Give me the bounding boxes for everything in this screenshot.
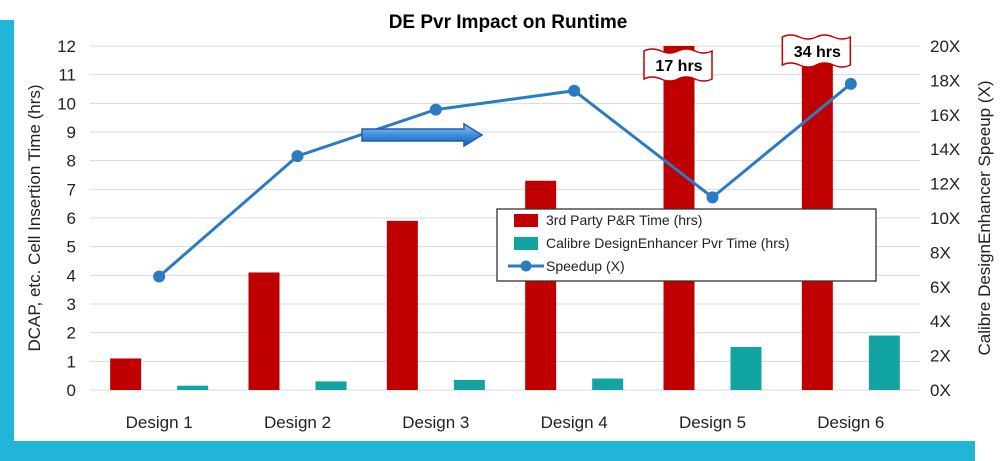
speedup-line-series (153, 77, 857, 283)
x-axis-ticks: Design 1 Design 2 Design 3 Design 4 Design 5… (126, 413, 885, 432)
speedup-point (429, 103, 442, 116)
speedup-line (158, 82, 852, 278)
de-pvr-time-bar (315, 381, 347, 390)
callout-shape (643, 48, 713, 82)
legend-label: Speedup (X) (546, 258, 625, 274)
slide-frame-bottom (0, 441, 975, 461)
speedup-point (291, 150, 304, 163)
x-tick-label: Design 5 (679, 413, 746, 432)
y-tick-label: 9 (67, 123, 76, 142)
y-tick-label: 8 (67, 152, 76, 171)
legend-label: Calibre DesignEnhancer Pvr Time (hrs) (546, 235, 790, 251)
y-tick-label: 6 (67, 209, 76, 228)
legend-point-swatch (520, 260, 532, 272)
y-tick-label: 11 (58, 66, 76, 85)
y2-tick-label: 10X (930, 209, 960, 228)
x-tick-label: Design 1 (126, 413, 193, 432)
y-axis-label: DCAP, etc. Cell Insertion Time (hrs) (25, 84, 44, 351)
y-tick-label: 2 (67, 324, 76, 343)
y2-tick-label: 14X (930, 140, 960, 159)
y2-tick-label: 12X (930, 175, 960, 194)
callout-box: 17 hrs (643, 48, 713, 82)
y-tick-label: 10 (57, 94, 76, 113)
de-pvr-time-bar (177, 385, 209, 390)
y-tick-label: 12 (57, 37, 76, 56)
chart-title: DE Pvr Impact on Runtime (389, 12, 628, 33)
speedup-point (706, 191, 719, 204)
x-tick-label: Design 6 (817, 413, 884, 432)
legend-box (496, 208, 877, 282)
legend: 3rd Party P&R Time (hrs) Calibre DesignEn… (496, 208, 877, 282)
y2-tick-label: 18X (930, 71, 960, 90)
speedup-point (153, 270, 166, 283)
y2-tick-label: 20X (930, 37, 960, 56)
y-tick-label: 7 (67, 180, 76, 199)
speedup-point (844, 77, 857, 90)
y2-tick-label: 16X (930, 106, 960, 125)
de-pvr-time-bar (730, 347, 762, 390)
y-tick-label: 3 (67, 295, 76, 314)
legend-swatch (514, 214, 538, 227)
callout-box: 34 hrs (781, 34, 852, 68)
y2-axis-ticks: 0X 2X 4X 6X 8X 10X 12X 14X 16X 18X 20X (930, 37, 960, 400)
x-tick-label: Design 4 (541, 413, 608, 432)
legend-swatch (514, 237, 538, 250)
y2-tick-label: 6X (930, 278, 951, 297)
x-tick-label: Design 3 (402, 413, 469, 432)
y2-tick-label: 8X (930, 243, 951, 262)
legend-label: 3rd Party P&R Time (hrs) (546, 212, 702, 228)
bar-callouts: 17 hrs 34 hrs (643, 34, 852, 82)
y-tick-label: 1 (67, 352, 76, 371)
callout-label: 17 hrs (655, 58, 702, 75)
de-pvr-time-bar (453, 379, 485, 390)
speedup-point (568, 84, 581, 97)
y-tick-label: 5 (67, 238, 76, 257)
de-pvr-time-bar (868, 335, 900, 390)
y2-tick-label: 0X (930, 381, 951, 400)
callout-shape (781, 34, 852, 68)
de-pvr-time-bar (592, 378, 624, 390)
callout-label: 34 hrs (794, 44, 841, 61)
pr-time-bar (386, 220, 418, 390)
y-tick-label: 0 (67, 381, 76, 400)
trend-arrow (361, 122, 484, 148)
y2-tick-label: 4X (930, 312, 951, 331)
y-tick-label: 4 (67, 266, 76, 285)
y2-tick-label: 2X (930, 347, 951, 366)
x-tick-label: Design 2 (264, 413, 331, 432)
slide-frame-left (0, 20, 14, 461)
y2-axis-label: Calibre DesignEnhancer Speeup (X) (975, 81, 994, 356)
pr-time-bar (110, 358, 142, 390)
pr-time-bar (248, 272, 280, 390)
